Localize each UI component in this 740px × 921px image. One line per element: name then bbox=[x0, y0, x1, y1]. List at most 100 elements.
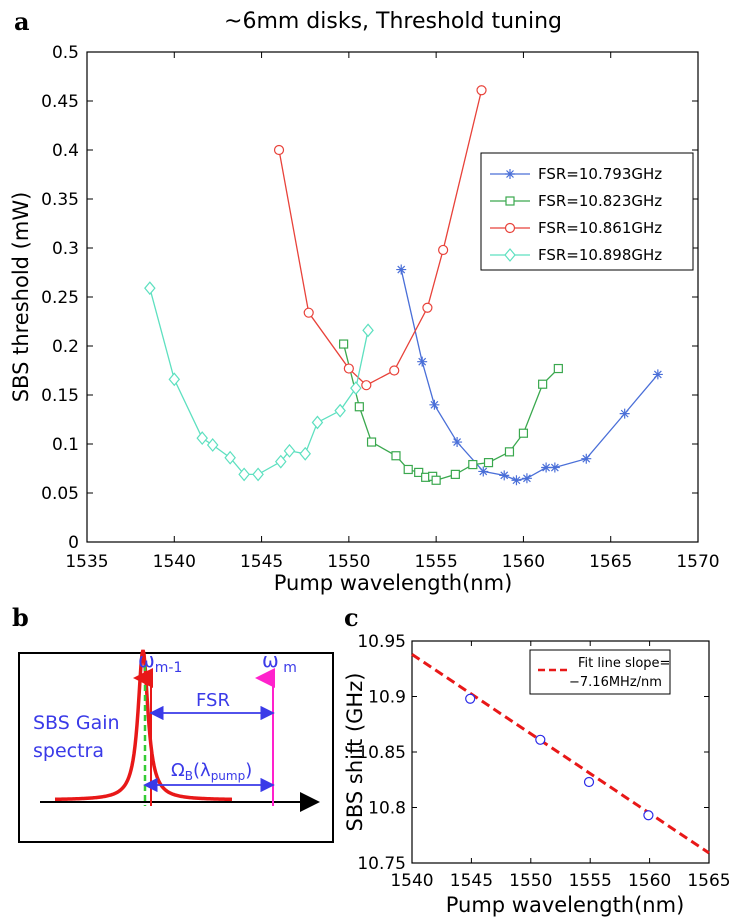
chart-a-xtick-label: 1565 bbox=[589, 552, 632, 572]
chart-a-point bbox=[511, 475, 522, 486]
gain-label-line1: SBS Gain bbox=[33, 712, 120, 734]
chart-a-point bbox=[452, 437, 463, 448]
chart-a-point bbox=[339, 339, 349, 349]
omega-m-label: ω m bbox=[262, 648, 297, 676]
chart-c-ylabel: SBS shift (GHz) bbox=[343, 673, 367, 832]
chart-c-ytick-label: 10.85 bbox=[357, 743, 406, 763]
chart-a-point bbox=[499, 470, 510, 481]
chart-a-legend-marker bbox=[505, 196, 515, 206]
chart-a-point bbox=[483, 458, 494, 468]
chart-c-ytick-label: 10.95 bbox=[357, 632, 406, 652]
chart-c-point bbox=[535, 734, 546, 745]
chart-a-series-line-2 bbox=[278, 90, 483, 386]
chart-a-legend-label: FSR=10.823GHz bbox=[538, 192, 662, 210]
chart-a-point bbox=[238, 467, 250, 482]
chart-a-point bbox=[429, 399, 440, 410]
panel-label-c: c bbox=[344, 603, 359, 632]
chart-a-point bbox=[362, 323, 374, 338]
chart-a-point bbox=[504, 447, 515, 457]
chart-a-point bbox=[303, 307, 314, 318]
chart-a-series-line-3 bbox=[149, 288, 369, 476]
chart-c-xtick-label: 1540 bbox=[390, 871, 433, 891]
chart-a-point bbox=[283, 443, 296, 458]
chart-c-legend-line1: Fit line slope= bbox=[578, 656, 670, 671]
chart-a-legend-marker bbox=[505, 169, 515, 179]
chart-a-ytick-label: 0.3 bbox=[52, 239, 79, 259]
chart-a-ytick-label: 0.4 bbox=[52, 141, 79, 161]
chart-a-xtick-label: 1560 bbox=[502, 552, 545, 572]
chart-c-xtick-label: 1555 bbox=[569, 871, 612, 891]
chart-c-xtick-label: 1560 bbox=[628, 871, 671, 891]
chart-a-legend-box bbox=[480, 152, 694, 271]
chart-a-ytick-label: 0.15 bbox=[41, 386, 79, 406]
chart-a-xlabel: Pump wavelength(nm) bbox=[274, 571, 513, 595]
chart-a-point bbox=[391, 451, 401, 461]
chart-a-point bbox=[553, 363, 563, 374]
chart-a-point bbox=[414, 467, 424, 478]
chart-a-point bbox=[224, 450, 236, 465]
chart-a-point bbox=[619, 408, 630, 419]
shift-chart: 1540 1545 1550 1555 1560 1565 10.75 10.8 10.85 1… bbox=[343, 632, 731, 917]
chart-c-fit-line bbox=[411, 653, 710, 855]
chart-c-ytick-label: 10.75 bbox=[357, 854, 406, 874]
chart-a-point bbox=[521, 473, 532, 484]
chart-a-xtick-label: 1570 bbox=[676, 552, 719, 572]
chart-a-point bbox=[299, 446, 311, 461]
chart-a-point bbox=[168, 372, 181, 387]
chart-a-frame bbox=[86, 51, 699, 543]
chart-a-legend-marker bbox=[504, 248, 516, 262]
chart-a-xtick-label: 1535 bbox=[65, 552, 108, 572]
chart-a-point bbox=[478, 466, 489, 477]
chart-a-point bbox=[396, 264, 407, 275]
chart-a-ytick-label: 0.45 bbox=[41, 92, 79, 112]
chart-c-point bbox=[643, 810, 654, 821]
chart-a-legend-label: FSR=10.861GHz bbox=[538, 219, 662, 237]
chart-a-point bbox=[343, 363, 354, 374]
chart-a-xtick-label: 1555 bbox=[415, 552, 458, 572]
chart-a-point bbox=[581, 453, 592, 464]
chart-a-point bbox=[273, 144, 285, 156]
chart-c-xtick-label: 1565 bbox=[687, 871, 730, 891]
chart-a-legend-label: FSR=10.898GHz bbox=[538, 246, 662, 264]
fsr-label: FSR bbox=[196, 690, 230, 711]
chart-c-xtick-label: 1550 bbox=[509, 871, 552, 891]
chart-a-point bbox=[417, 356, 428, 367]
omega-m1-label: ωm-1 bbox=[138, 648, 182, 676]
chart-a-ytick-label: 0.05 bbox=[41, 484, 79, 504]
chart-a-xtick-label: 1545 bbox=[240, 552, 283, 572]
chart-a-point bbox=[518, 428, 529, 438]
chart-a-point bbox=[350, 381, 362, 396]
chart-a-point bbox=[538, 379, 548, 389]
chart-c-legend-box bbox=[529, 649, 671, 695]
chart-a-point bbox=[541, 462, 552, 473]
chart-a-xtick-label: 1550 bbox=[327, 552, 370, 572]
chart-a-point bbox=[450, 469, 460, 479]
schematic-frame bbox=[18, 652, 334, 843]
panel-label-b: b bbox=[12, 603, 29, 632]
chart-c-legend-line2: −7.16MHz/nm bbox=[569, 675, 662, 690]
chart-c-xlabel: Pump wavelength(nm) bbox=[446, 893, 685, 917]
chart-a-point bbox=[403, 464, 413, 475]
chart-a-point bbox=[549, 462, 560, 473]
chart-a-legend-label: FSR=10.793GHz bbox=[538, 165, 662, 183]
chart-c-ytick-label: 10.9 bbox=[368, 688, 406, 708]
chart-c-legend: Fit line slope= −7.16MHz/nm bbox=[529, 649, 671, 695]
panel-label-a: a bbox=[14, 7, 30, 36]
chart-a-legend-marker bbox=[504, 222, 516, 234]
chart-a-point bbox=[144, 281, 156, 296]
chart-a-ytick-label: 0.25 bbox=[41, 288, 79, 308]
chart-a-title: ~6mm disks, Threshold tuning bbox=[224, 9, 562, 34]
gain-spectrum-curve bbox=[54, 649, 233, 802]
chart-a-point bbox=[311, 415, 324, 430]
chart-a-ytick-label: 0.35 bbox=[41, 190, 79, 210]
chart-a-point bbox=[431, 475, 441, 485]
chart-a-legend: FSR=10.793GHz FSR=10.823GHz FSR=10.861GHz F… bbox=[480, 152, 694, 271]
chart-a-ytick-label: 0.1 bbox=[52, 435, 79, 455]
chart-c-point bbox=[583, 776, 595, 788]
chart-a-point bbox=[252, 467, 264, 482]
chart-a-point bbox=[476, 85, 487, 96]
chart-c-xtick-label: 1545 bbox=[450, 871, 493, 891]
chart-a-point bbox=[389, 365, 400, 376]
gain-schematic: ωm-1 ω m FSR SBS Gain spectra ΩB(λpump) bbox=[18, 648, 334, 843]
